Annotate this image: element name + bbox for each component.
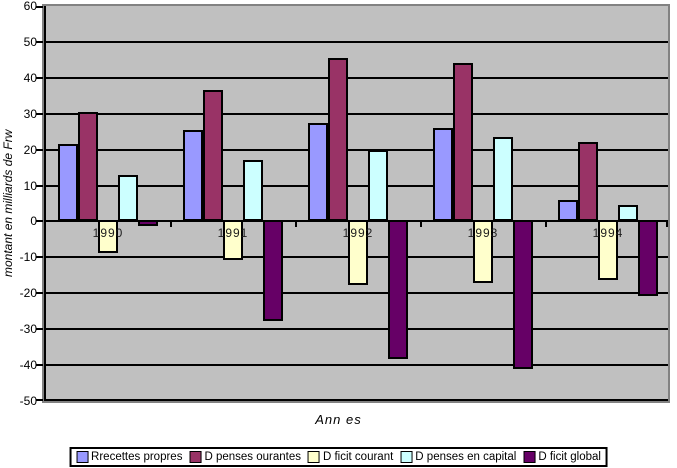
legend-label: Rrecettes propres xyxy=(91,451,183,463)
bar-rrecettes-propres-1993 xyxy=(433,128,453,222)
legend-label: D ficit courant xyxy=(322,451,394,463)
bar-d-penses-ourantes-1992 xyxy=(328,58,348,222)
y-tick-label-50: 50 xyxy=(23,34,37,49)
bar-d-penses-en-capital-1991 xyxy=(243,160,263,222)
gridline-40 xyxy=(44,76,668,79)
x-tick-boundary-1 xyxy=(169,221,172,228)
gridline--20 xyxy=(44,292,668,295)
y-tick-0 xyxy=(36,220,43,223)
legend-item-rrecettes-propres: Rrecettes propres xyxy=(76,451,182,463)
y-tick-30 xyxy=(36,112,43,115)
category-label-1992: 1992 xyxy=(342,226,374,241)
legend-label: D penses en capital xyxy=(415,451,517,463)
bar-d-ficit-global-1991 xyxy=(263,220,283,321)
legend-item-d-penses-en-capital: D penses en capital xyxy=(400,451,516,463)
y-tick-label-40: 40 xyxy=(23,70,37,85)
x-tick-right-edge xyxy=(666,221,668,228)
y-axis-line xyxy=(44,6,46,401)
bar-d-penses-en-capital-1990 xyxy=(118,174,138,222)
y-tick-label--30: -30 xyxy=(19,322,37,337)
x-axis-title: Ann es xyxy=(315,412,362,427)
y-tick-40 xyxy=(36,76,43,79)
category-label-1991: 1991 xyxy=(217,226,249,241)
gridline-30 xyxy=(44,112,668,115)
gridline--40 xyxy=(44,364,668,367)
gridline--30 xyxy=(44,328,668,331)
bar-d-ficit-global-1992 xyxy=(388,220,408,359)
bar-d-penses-ourantes-1991 xyxy=(203,90,223,222)
bar-d-ficit-courant-1993 xyxy=(473,220,493,284)
legend-swatch-icon xyxy=(523,451,536,463)
y-tick-label--40: -40 xyxy=(19,358,37,373)
plot-inner: 1990 1991 1992 1993 1994 xyxy=(36,6,668,401)
gridline-50 xyxy=(44,40,668,43)
y-tick-50 xyxy=(36,40,43,43)
y-tick-label-20: 20 xyxy=(23,142,37,157)
y-tick--10 xyxy=(36,256,43,259)
y-tick-label-10: 10 xyxy=(23,178,37,193)
bar-d-penses-en-capital-1993 xyxy=(493,137,513,222)
bar-d-penses-ourantes-1990 xyxy=(78,111,98,222)
legend-item-d-ficit-courant: D ficit courant xyxy=(307,451,394,463)
y-tick-label-60: 60 xyxy=(23,0,37,13)
bar-d-ficit-courant-1994 xyxy=(598,220,618,280)
legend-swatch-icon xyxy=(76,451,89,463)
bar-rrecettes-propres-1994 xyxy=(558,199,578,222)
category-label-1994: 1994 xyxy=(592,226,624,241)
bar-d-penses-ourantes-1993 xyxy=(453,63,473,222)
y-tick-label--10: -10 xyxy=(19,250,37,265)
legend-swatch-icon xyxy=(307,451,320,463)
y-tick-label-0: 0 xyxy=(30,214,37,229)
y-tick--40 xyxy=(36,364,43,367)
y-tick-label-30: 30 xyxy=(23,106,37,121)
plot-area: 1990 1991 1992 1993 1994 xyxy=(36,4,670,403)
chart-legend: Rrecettes propres D penses ourantes D fici… xyxy=(69,447,608,467)
gridline-20 xyxy=(44,148,668,151)
bar-d-ficit-global-1990 xyxy=(138,220,158,226)
bar-d-ficit-courant-1990 xyxy=(98,220,118,253)
bar-rrecettes-propres-1990 xyxy=(58,144,78,222)
legend-item-d-ficit-global: D ficit global xyxy=(523,451,601,463)
y-tick-label--50: -50 xyxy=(19,394,37,408)
x-tick-boundary-2 xyxy=(294,221,297,228)
y-tick-label--20: -20 xyxy=(19,286,37,301)
bar-d-penses-ourantes-1994 xyxy=(578,142,598,222)
bar-d-ficit-global-1994 xyxy=(638,220,658,296)
gridline-10 xyxy=(44,184,668,187)
bar-rrecettes-propres-1992 xyxy=(308,122,328,222)
legend-swatch-icon xyxy=(189,451,202,463)
bar-d-penses-en-capital-1992 xyxy=(368,149,388,222)
category-label-1990: 1990 xyxy=(92,226,124,241)
gridline--50 xyxy=(44,399,668,401)
y-tick-20 xyxy=(36,148,43,151)
bar-d-ficit-courant-1992 xyxy=(348,220,368,286)
y-axis-title: montant en milliards de Frw xyxy=(1,129,15,278)
y-tick--20 xyxy=(36,292,43,295)
y-tick-60 xyxy=(36,6,43,8)
legend-item-d-penses-ourantes: D penses ourantes xyxy=(189,451,301,463)
y-tick-10 xyxy=(36,184,43,187)
legend-label: D penses ourantes xyxy=(204,451,301,463)
y-tick--50 xyxy=(36,399,43,401)
bar-rrecettes-propres-1991 xyxy=(183,129,203,222)
x-tick-boundary-3 xyxy=(419,221,422,228)
x-tick-boundary-4 xyxy=(544,221,547,228)
legend-swatch-icon xyxy=(400,451,413,463)
category-label-1993: 1993 xyxy=(467,226,499,241)
legend-label: D ficit global xyxy=(538,451,601,463)
bar-d-ficit-global-1993 xyxy=(513,220,533,370)
bar-d-ficit-courant-1991 xyxy=(223,220,243,260)
bar-d-penses-en-capital-1994 xyxy=(618,205,638,222)
y-tick--30 xyxy=(36,328,43,331)
